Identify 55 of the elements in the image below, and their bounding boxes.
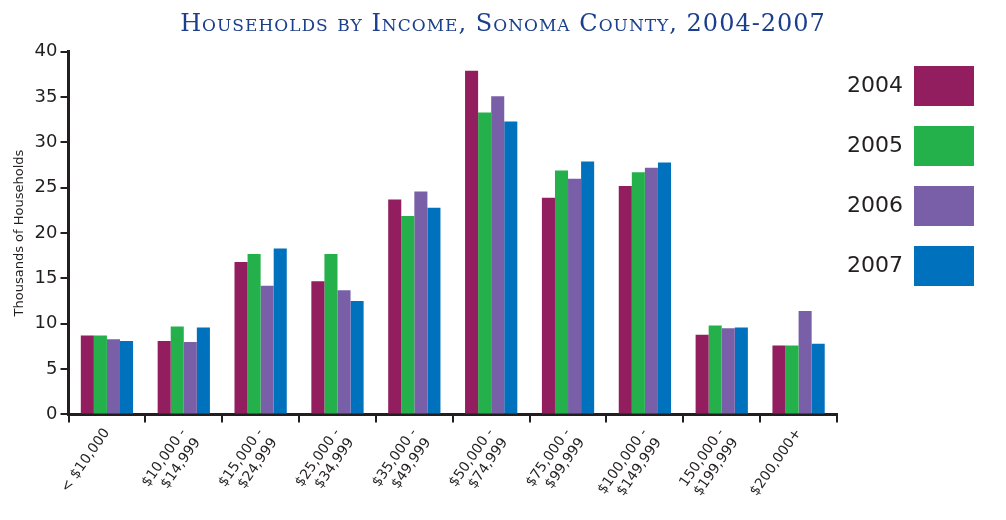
bar [388, 199, 402, 414]
bar [478, 112, 492, 414]
bar [644, 167, 658, 414]
bar [183, 341, 197, 414]
y-tick-label: 35 [34, 84, 58, 106]
bar [93, 335, 107, 414]
bar [260, 285, 274, 414]
legend-label: 2005 [847, 131, 903, 157]
y-tick-label: 40 [34, 39, 58, 61]
legend-label: 2006 [847, 191, 903, 217]
bar [427, 207, 441, 414]
bar [247, 253, 261, 414]
bar [554, 170, 569, 414]
bar [798, 311, 812, 414]
bar [401, 215, 415, 414]
y-tick-label: 30 [34, 130, 58, 152]
bar [157, 340, 171, 414]
bar [504, 121, 518, 414]
bar [568, 178, 582, 414]
bar [119, 340, 134, 414]
bar [170, 326, 184, 414]
y-tick-label: 10 [34, 311, 58, 333]
y-tick-label: 20 [34, 220, 58, 242]
legend-label: 2007 [847, 251, 903, 277]
bar [657, 162, 672, 414]
bar [785, 345, 799, 414]
chart-title: Households by Income, Sonoma County, 2004-2007 [179, 8, 827, 38]
bar [196, 327, 210, 414]
y-tick-label: 15 [34, 266, 58, 288]
y-tick-label: 25 [34, 175, 58, 197]
bar [106, 339, 120, 414]
bar [708, 325, 722, 414]
y-tick-label: 0 [46, 402, 58, 424]
bar [618, 185, 632, 414]
bar [772, 345, 786, 414]
bar [734, 327, 748, 414]
legend-label: 2004 [847, 71, 903, 97]
bar [491, 96, 505, 414]
bar [350, 301, 364, 414]
bar [695, 334, 709, 414]
bar [631, 172, 645, 414]
bar [414, 191, 428, 414]
bar [541, 197, 555, 414]
bar [811, 343, 825, 414]
bar [80, 335, 94, 414]
bar [234, 262, 248, 414]
bar [721, 328, 735, 414]
y-axis-title: Thousands of Households [11, 149, 27, 318]
bar [311, 281, 325, 414]
y-tick-label: 5 [46, 356, 58, 378]
bar [337, 290, 351, 414]
bar [465, 70, 479, 414]
bar [581, 161, 595, 414]
bar [273, 248, 287, 414]
bar [324, 253, 338, 414]
